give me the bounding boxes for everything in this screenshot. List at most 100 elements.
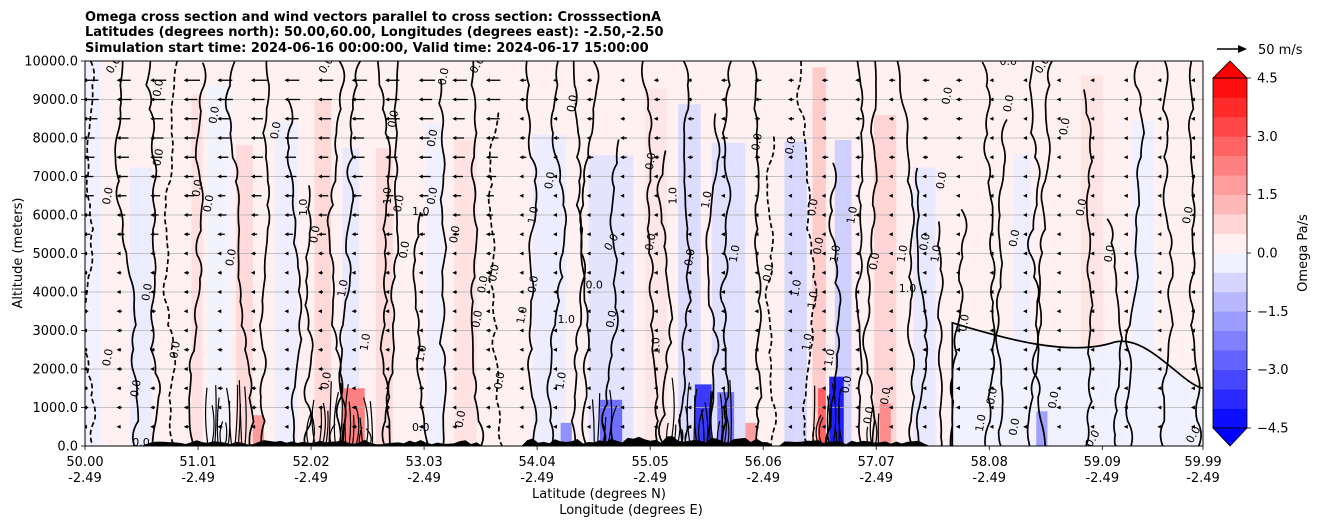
contour-label-75: 0.0 — [1006, 417, 1022, 436]
wind-arrowhead-180 — [385, 251, 390, 256]
contour-labels: 0.00.00.00.00.0 0.00.0 1.00.00.00.00.01.01… — [100, 55, 1203, 450]
x-axis: 50.00-2.4951.01-2.4952.02-2.4953.03-2.49… — [66, 446, 1222, 486]
wind-arrowhead-129 — [284, 136, 289, 140]
colorbar-level-9 — [1213, 233, 1247, 254]
wind-arrowhead-31 — [116, 193, 121, 198]
contour-line-24 — [678, 61, 692, 446]
contour-label-31: 1.0 — [413, 344, 429, 363]
wind-arrowhead-131 — [284, 97, 289, 102]
wind-arrowhead-575 — [1090, 328, 1095, 333]
wind-arrowhead-425 — [821, 290, 826, 294]
wind-arrowhead-620 — [1157, 193, 1162, 198]
contour-label-29: 0.0 — [128, 379, 144, 398]
colorbar-tick-label-2: 1.5 — [1257, 188, 1278, 203]
wind-arrowhead-640 — [1190, 174, 1195, 179]
wind-arrowhead-264 — [519, 97, 524, 102]
colorbar: 4.5 3.0 1.5 0.0 −1.5 −3.0 −4.5 Omega Pa/s — [1212, 60, 1311, 447]
wind-arrowhead-524 — [989, 213, 994, 217]
contour-line-7 — [286, 98, 303, 446]
wind-arrowhead-434 — [821, 116, 826, 121]
contour-label-41: 0.0 — [585, 278, 603, 291]
wind-arrowhead-50 — [150, 193, 155, 198]
wind-arrowhead-367 — [720, 309, 725, 314]
wind-arrowhead-119 — [284, 328, 289, 333]
x-tick-lat-2: 52.02 — [292, 455, 329, 470]
wind-arrowhead-250 — [519, 367, 524, 371]
wind-arrowhead-515 — [989, 386, 994, 391]
wind-arrowhead-261 — [519, 155, 524, 160]
wind-arrowhead-596 — [1123, 290, 1128, 294]
wind-arrowhead-197 — [418, 290, 423, 294]
wind-arrowhead-323 — [653, 424, 658, 429]
wind-arrowhead-235 — [485, 290, 490, 294]
colorbar-level-14 — [1213, 136, 1247, 157]
wind-arrowhead-592 — [1123, 367, 1128, 371]
wind-arrowhead-278 — [553, 193, 558, 198]
wind-arrowhead-91 — [217, 136, 222, 140]
wind-arrowhead-259 — [519, 193, 524, 198]
wind-arrowhead-232 — [485, 347, 490, 352]
wind-arrowhead-622 — [1157, 155, 1162, 160]
wind-arrowhead-590 — [1123, 405, 1128, 410]
x-tick-lat-7: 57.07 — [858, 455, 895, 470]
wind-arrowhead-570 — [1090, 424, 1095, 429]
wind-arrowhead-267 — [553, 405, 558, 410]
x-tick-lat-3: 53.03 — [405, 455, 442, 470]
wind-arrowhead-166 — [351, 155, 356, 160]
wind-arrowhead-581 — [1090, 213, 1095, 217]
contour-label-45: 1.0 — [557, 313, 575, 326]
contour-line-16 — [487, 112, 503, 446]
wind-arrowhead-371 — [720, 232, 725, 237]
omega-band-11 — [532, 134, 567, 446]
wind-arrowhead-506 — [955, 193, 960, 198]
wind-arrowhead-244 — [485, 116, 490, 121]
wind-arrowhead-409 — [788, 232, 793, 237]
wind-arrowhead-141 — [318, 270, 323, 275]
wind-arrowhead-587 — [1090, 97, 1095, 102]
contour-cluster-line-7 — [228, 400, 233, 446]
wind-arrowhead-306 — [620, 386, 625, 391]
wind-arrowhead-632 — [1190, 328, 1195, 333]
contour-cluster-line-14 — [311, 399, 317, 446]
wind-arrowhead-234 — [485, 309, 490, 314]
wind-arrowhead-368 — [720, 290, 725, 294]
wind-arrowhead-72 — [183, 136, 188, 140]
wind-arrowhead-130 — [284, 116, 289, 121]
wind-arrowhead-521 — [989, 270, 994, 275]
contour-label-80: 0.0 — [1000, 55, 1018, 68]
contour-label-28: 0.0 — [318, 371, 334, 390]
contour-label-35: 0.0 — [412, 421, 430, 434]
contour-label-84: 0.0 — [1083, 428, 1103, 450]
contour-label-51: 1.0 — [650, 337, 663, 355]
wind-arrowhead-222 — [452, 174, 457, 179]
wind-arrowhead-185 — [385, 155, 390, 160]
wind-arrowhead-92 — [217, 116, 222, 121]
wind-arrowhead-618 — [1157, 232, 1162, 237]
wind-arrowhead-338 — [653, 136, 658, 140]
contour-line-37 — [981, 61, 996, 446]
wind-arrowhead-269 — [553, 367, 558, 371]
wind-arrowhead-519 — [989, 309, 994, 314]
wind-arrowhead-162 — [351, 232, 356, 237]
contour-label-22: 1.0 — [335, 278, 351, 297]
wind-arrowhead-143 — [318, 232, 323, 237]
wind-arrowhead-552 — [1056, 405, 1061, 410]
wind-arrowhead-159 — [351, 290, 356, 294]
x-tick-lon-7: -2.49 — [859, 471, 893, 486]
contour-label-49: 0.0 — [682, 248, 698, 267]
wind-arrowhead-303 — [586, 78, 591, 83]
wind-arrowhead-591 — [1123, 386, 1128, 391]
colorbar-level-12 — [1213, 175, 1247, 195]
wind-arrowhead-298 — [586, 174, 591, 179]
wind-arrowhead-103 — [250, 270, 255, 275]
contour-label-70: 0.0 — [878, 386, 894, 405]
wind-arrowhead-108 — [250, 174, 255, 179]
wind-arrowhead-525 — [989, 193, 994, 198]
wind-arrowhead-391 — [754, 213, 759, 217]
x-tick-lat-1: 51.01 — [179, 455, 216, 470]
wind-arrowhead-553 — [1056, 386, 1061, 391]
wind-arrowhead-486 — [922, 213, 927, 217]
y-tick-label-6: 6000.0 — [33, 209, 79, 224]
wind-arrowhead-424 — [821, 309, 826, 314]
wind-arrowhead-384 — [754, 347, 759, 352]
